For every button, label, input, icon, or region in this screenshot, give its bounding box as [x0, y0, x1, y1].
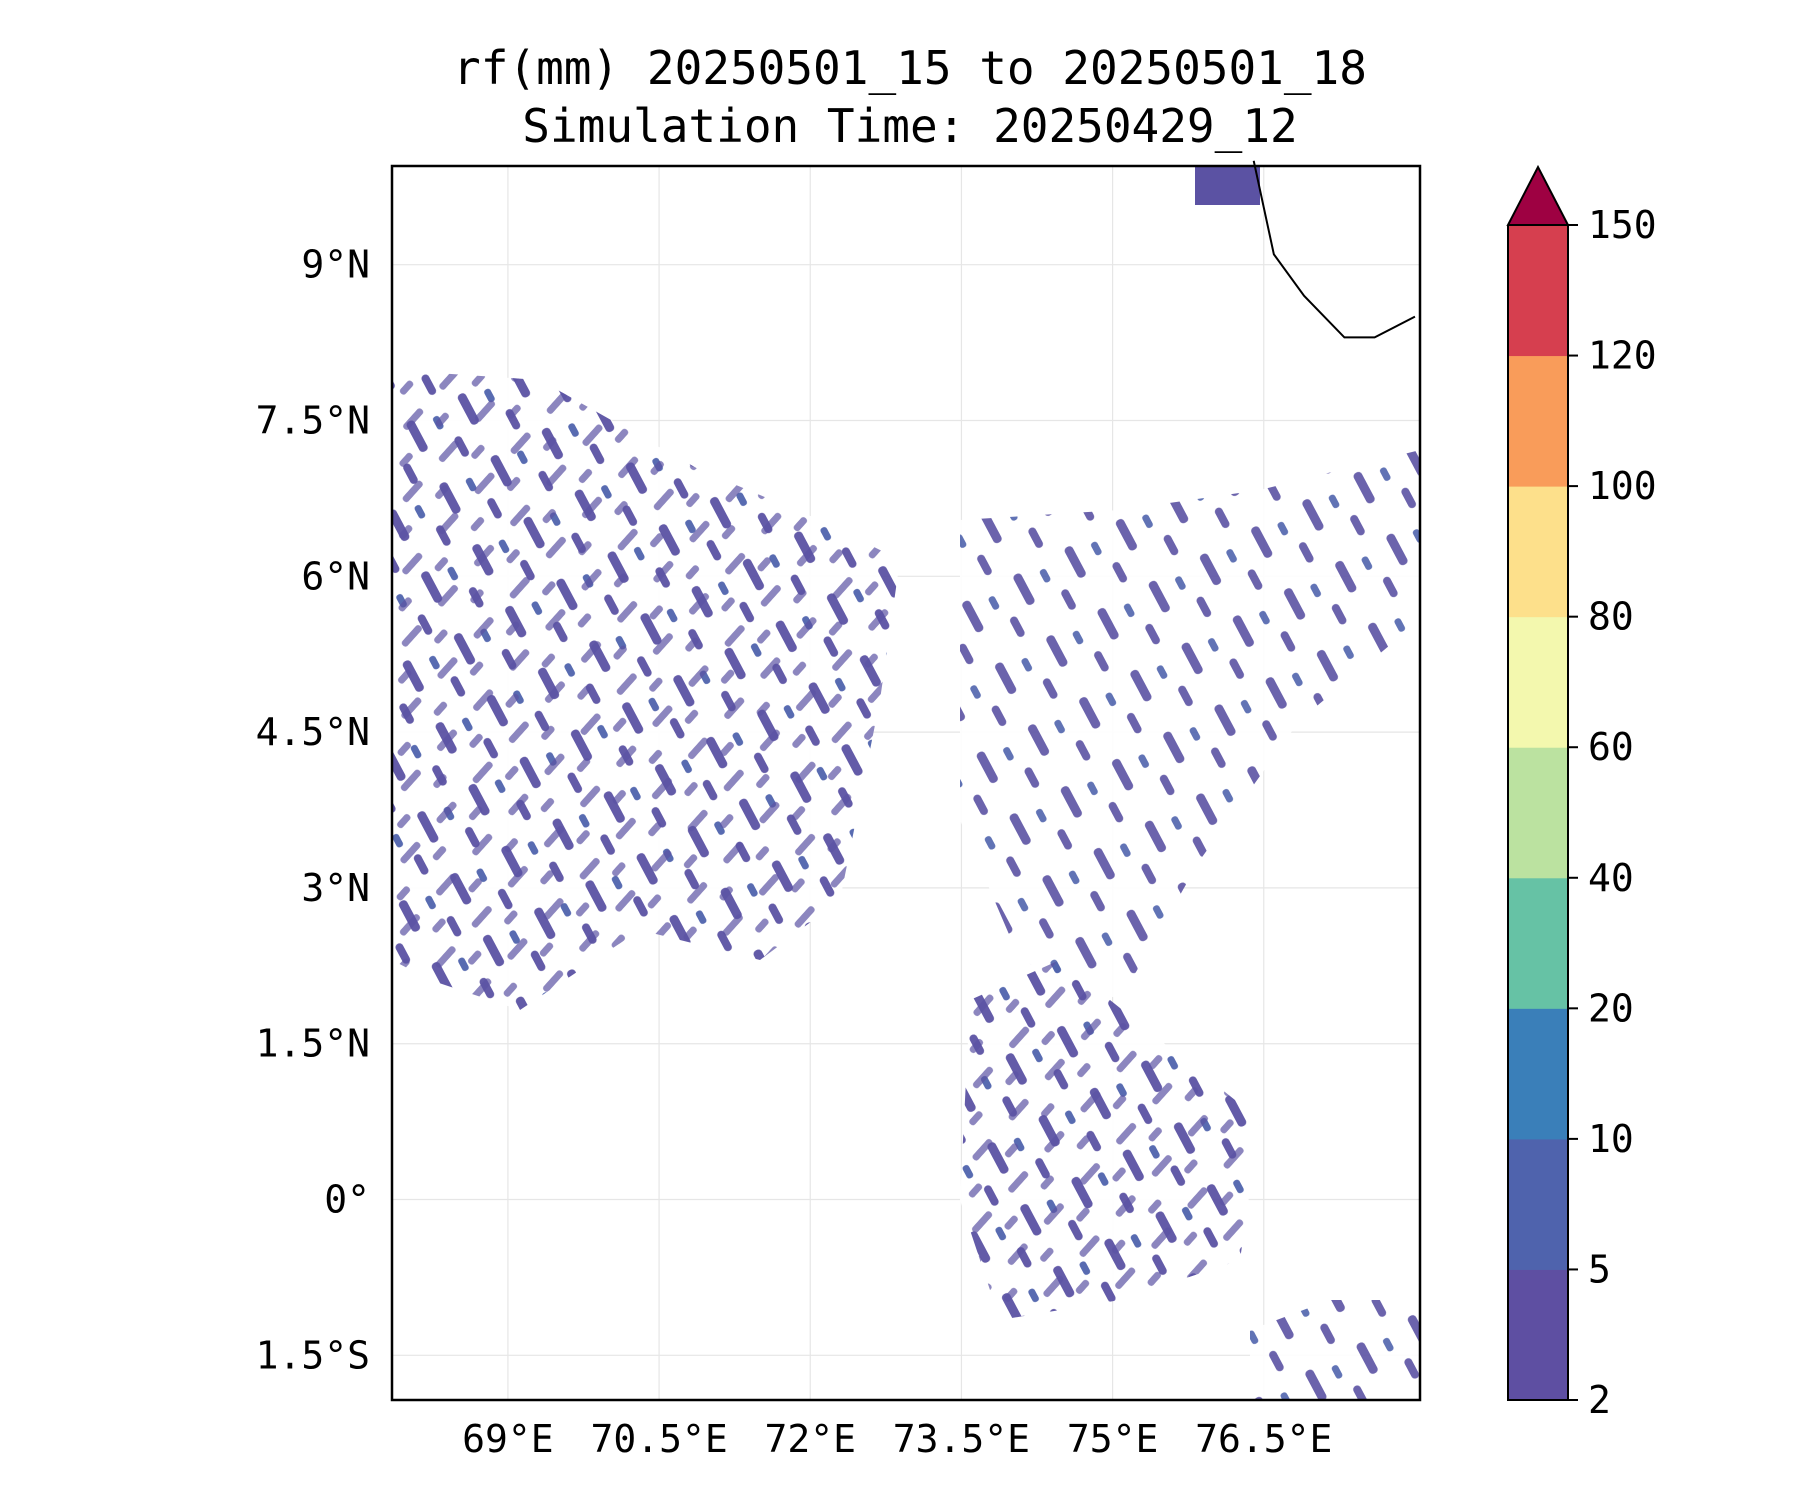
colorbar-tick-label: 120 — [1588, 334, 1657, 378]
colorbar-tick-label: 60 — [1588, 725, 1634, 769]
colorbar-segment — [1508, 877, 1568, 1009]
y-tick-label: 3°N — [301, 866, 370, 910]
y-tick-label: 7.5°N — [256, 398, 370, 442]
y-tick-label: 4.5°N — [256, 710, 370, 754]
x-tick-label: 75°E — [1067, 1417, 1159, 1461]
colorbar-tick-label: 100 — [1588, 464, 1657, 508]
coastline-india — [1252, 160, 1416, 339]
map-frame — [390, 164, 1422, 1402]
colorbar-frame — [1507, 225, 1569, 1401]
colorbar-extend-arrow — [1506, 164, 1570, 226]
colorbar-segment — [1508, 616, 1568, 748]
x-tick-label: 73.5°E — [893, 1417, 1030, 1461]
gridlines — [392, 166, 1420, 1400]
colorbar-tick-label: 20 — [1588, 986, 1634, 1030]
x-tick-label: 70.5°E — [590, 1417, 727, 1461]
colorbar-segment — [1508, 747, 1568, 879]
y-tick-label: 6°N — [301, 554, 370, 598]
colorbar-segment — [1508, 225, 1568, 357]
title-line-2: Simulation Time: 20250429_12 — [522, 99, 1298, 153]
longitude-axis: 69°E 70.5°E 72°E 73.5°E 75°E 76.5°E — [462, 1417, 1332, 1461]
y-tick-label: 1.5°S — [256, 1333, 370, 1377]
title-line-1: rf(mm) 20250501_15 to 20250501_18 — [453, 41, 1367, 95]
colorbar-tick-label: 150 — [1588, 203, 1657, 247]
rain-region-east — [960, 450, 1420, 1000]
latitude-axis: 9°N 7.5°N 6°N 4.5°N 3°N 1.5°N 0° 1.5°S — [256, 243, 370, 1378]
x-tick-label: 69°E — [462, 1417, 554, 1461]
colorbar-tick-label: 80 — [1588, 595, 1634, 639]
colorbar: 2 5 10 20 40 60 80 100 120 150 — [1506, 164, 1657, 1422]
rain-region-north-cluster — [1195, 166, 1260, 205]
rain-region-northwest-overlay — [392, 370, 900, 1010]
colorbar-tick-label: 40 — [1588, 856, 1634, 900]
x-tick-label: 76.5°E — [1195, 1417, 1332, 1461]
y-tick-label: 9°N — [301, 243, 370, 287]
y-tick-label: 0° — [324, 1178, 370, 1222]
colorbar-segment — [1508, 1138, 1568, 1270]
colorbar-segment — [1508, 486, 1568, 618]
colorbar-segment — [1508, 355, 1568, 487]
rain-region-southeast-overlay — [960, 960, 1260, 1320]
rainfall-field — [392, 166, 1420, 1400]
colorbar-tick-label: 5 — [1588, 1247, 1611, 1291]
y-tick-label: 1.5°N — [256, 1022, 370, 1066]
colorbar-segment — [1508, 1008, 1568, 1140]
x-tick-label: 72°E — [764, 1417, 856, 1461]
colorbar-tick-label: 10 — [1588, 1117, 1634, 1161]
rain-region-far-southeast — [1250, 1300, 1420, 1400]
colorbar-tick-label: 2 — [1588, 1378, 1611, 1422]
colorbar-segment — [1508, 1269, 1568, 1401]
